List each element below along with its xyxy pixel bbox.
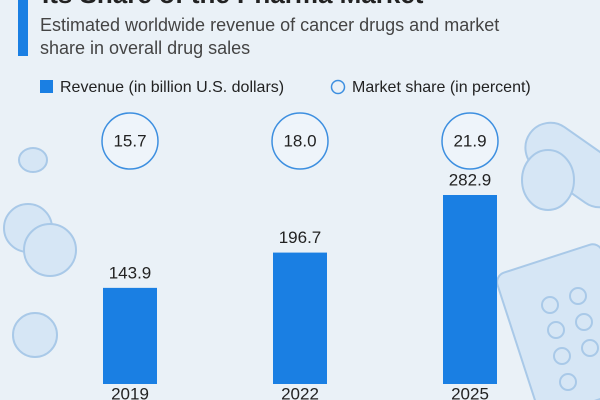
share-marker <box>271 112 329 170</box>
legend-label: Revenue (in billion U.S. dollars) <box>60 79 284 96</box>
value-label: 143.9 <box>109 263 152 282</box>
value-label: 196.7 <box>279 228 322 247</box>
subtitle-box: Estimated worldwide revenue of cancer dr… <box>40 15 500 58</box>
value-label: 282.9 <box>449 170 492 189</box>
x-tick-label: 2022 <box>281 384 319 400</box>
legend-swatch <box>330 79 346 95</box>
share-marker <box>441 112 499 170</box>
x-tick-label: 2025 <box>451 384 489 400</box>
bar <box>273 252 327 384</box>
x-tick-label: 2019 <box>111 384 149 400</box>
bar <box>103 287 157 384</box>
chart-subtitle: Estimated worldwide revenue of cancer dr… <box>40 15 500 58</box>
chart-title: Its Share of the Pharma Market <box>42 0 424 9</box>
bar <box>443 195 497 384</box>
value-label: 15.7 <box>113 131 146 150</box>
share-marker <box>101 112 159 170</box>
legend-swatch <box>40 80 53 93</box>
legend-label: Market share (in percent) <box>352 79 531 96</box>
value-label: 18.0 <box>283 131 316 150</box>
accent-bar <box>18 0 28 56</box>
value-label: 21.9 <box>453 131 486 150</box>
